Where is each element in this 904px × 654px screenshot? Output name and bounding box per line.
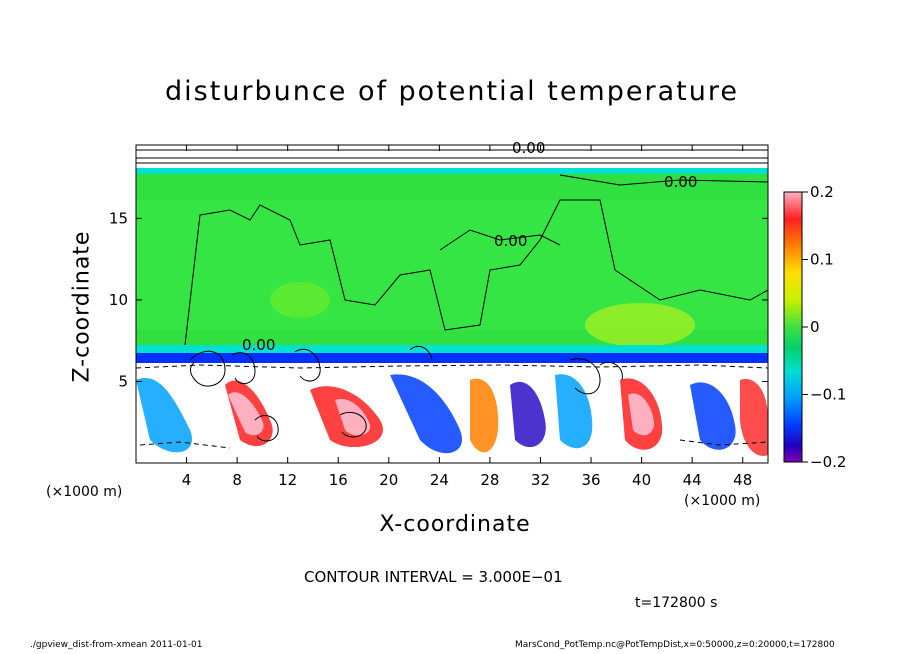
colorbar-tick-label: −0.2: [810, 453, 846, 471]
contour-lines: [136, 149, 768, 449]
contour-interval-label: CONTOUR INTERVAL = 3.000E−01: [304, 568, 563, 586]
contour-line: [339, 411, 367, 438]
x-tick-label: 32: [531, 471, 550, 489]
colorbar-tick-label: 0.2: [810, 183, 834, 201]
contour-line: [559, 174, 768, 186]
contour-line: [189, 350, 226, 387]
x-unit-label-left: (×1000 m): [46, 484, 123, 500]
interface-blue-band: [136, 353, 768, 363]
x-tick-label: 16: [329, 471, 348, 489]
y-tick-label: 15: [109, 209, 128, 227]
colorbar-tick-label: 0.1: [810, 251, 834, 269]
contour-line: [231, 352, 256, 385]
chart-title: disturbunce of potential temperature: [165, 76, 739, 107]
interface-cyan-band: [136, 345, 768, 353]
x-tick-label: 44: [683, 471, 702, 489]
contour-line: [599, 361, 623, 381]
lower-anomaly: [470, 378, 499, 453]
lower-anomaly: [690, 382, 736, 450]
lower-anomaly: [628, 393, 655, 436]
contour-line: [439, 229, 561, 251]
x-tick-label: 4: [182, 471, 192, 489]
contour-line: [184, 199, 768, 346]
x-tick-label: 28: [480, 471, 499, 489]
contour-line: [254, 415, 279, 442]
x-axis: 4 8 12 16 20 24 28 32 36 40 44 48: [182, 145, 752, 489]
y-axis-label: Z-coordinate: [69, 230, 95, 383]
lower-anomaly: [228, 392, 264, 436]
y-tick-label: 5: [118, 372, 128, 390]
contour-line: [679, 439, 768, 446]
lower-anomaly: [390, 374, 462, 454]
x-unit-label-right: (×1000 m): [684, 493, 761, 509]
colorbar-tick-label: −0.1: [810, 386, 846, 404]
ylabel-container: Z-coordinate: [62, 230, 102, 385]
x-tick-label: 48: [733, 471, 752, 489]
contour-label: 0.00: [664, 173, 697, 191]
x-axis-label: X-coordinate: [379, 512, 531, 537]
footer-right: MarsCond_PotTemp.nc@PotTempDist,x=0:5000…: [515, 640, 835, 650]
warm-patch: [270, 282, 330, 318]
lower-anomaly: [335, 399, 371, 436]
contour-label: 0.00: [494, 232, 527, 250]
contour-label: 0.00: [242, 336, 275, 354]
y-axis: 5 10 15: [109, 209, 768, 390]
warm-patch: [585, 303, 695, 347]
contour-label: 0.00: [512, 139, 545, 157]
lower-anomaly: [510, 381, 546, 448]
heatmap-field: [136, 145, 768, 463]
time-label: t=172800 s: [635, 595, 718, 611]
x-tick-label: 12: [278, 471, 297, 489]
colorbar-ticks: 0.2 0.1 0 −0.1 −0.2: [802, 183, 846, 471]
y-tick-label: 10: [109, 291, 128, 309]
colorbar: [783, 191, 803, 463]
lower-anomaly: [136, 378, 192, 453]
x-tick-label: 40: [632, 471, 651, 489]
plot-frame: [135, 144, 769, 464]
contour-label-group: 0.00 0.00 0.00 0.00: [242, 139, 697, 354]
footer-left: ./gpview_dist-from-xmean 2011-01-01: [30, 640, 203, 650]
colorbar-tick-label: 0: [810, 318, 820, 336]
x-tick-label: 20: [379, 471, 398, 489]
contour-line: [409, 345, 433, 361]
top-cyan-band: [136, 168, 768, 174]
x-tick-label: 8: [232, 471, 242, 489]
contour-line: [139, 441, 231, 449]
x-tick-label: 36: [581, 471, 600, 489]
x-tick-label: 24: [430, 471, 449, 489]
contour-line: [294, 348, 321, 382]
lower-anomaly: [740, 379, 768, 456]
contour-line: [569, 358, 601, 395]
